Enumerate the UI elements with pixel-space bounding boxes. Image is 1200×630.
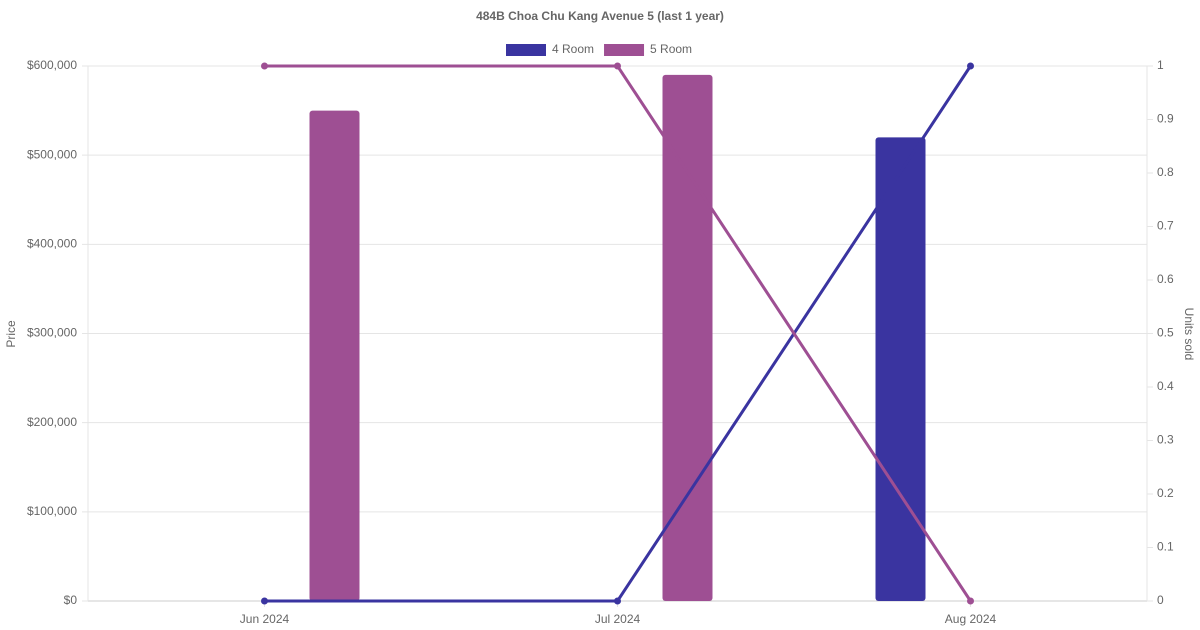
y2-tick-label: 0.3: [1157, 433, 1174, 447]
y2-tick-label: 0.9: [1157, 112, 1174, 126]
y2-tick-label: 0.4: [1157, 379, 1174, 393]
line-point: [261, 597, 268, 605]
legend-swatch: [604, 44, 645, 56]
y-tick-label: $100,000: [27, 504, 77, 518]
line-point: [261, 62, 268, 70]
line-point: [967, 62, 974, 70]
y2-tick-label: 0.8: [1157, 165, 1174, 179]
line-point: [614, 62, 621, 70]
legend-label: 5 Room: [650, 42, 692, 56]
x-tick-label: Jun 2024: [240, 612, 290, 626]
y2-tick-label: 0.7: [1157, 219, 1174, 233]
y2-tick-label: 0.1: [1157, 540, 1174, 554]
y-tick-label: $0: [64, 593, 78, 607]
y-tick-label: $300,000: [27, 326, 77, 340]
y2-tick-label: 0.2: [1157, 486, 1174, 500]
legend-swatch: [506, 44, 546, 56]
bar: [662, 74, 713, 601]
y2-tick-label: 0.6: [1157, 272, 1174, 286]
y-axis-label: Price: [4, 320, 18, 348]
legend-label: 4 Room: [552, 42, 594, 56]
y2-tick-label: 0: [1157, 593, 1164, 607]
y2-axis-label: Units sold: [1182, 308, 1196, 361]
bar: [875, 137, 926, 602]
y-tick-label: $600,000: [27, 58, 77, 72]
x-tick-label: Jul 2024: [595, 612, 641, 626]
y-tick-label: $200,000: [27, 415, 77, 429]
y-tick-label: $500,000: [27, 147, 77, 161]
bar: [309, 110, 360, 601]
x-tick-label: Aug 2024: [945, 612, 997, 626]
y-tick-label: $400,000: [27, 237, 77, 251]
chart-title: 484B Choa Chu Kang Avenue 5 (last 1 year…: [476, 9, 724, 23]
y2-tick-label: 1: [1157, 58, 1164, 72]
y2-tick-label: 0.5: [1157, 326, 1174, 340]
line-point: [967, 597, 974, 605]
line-point: [614, 597, 621, 605]
